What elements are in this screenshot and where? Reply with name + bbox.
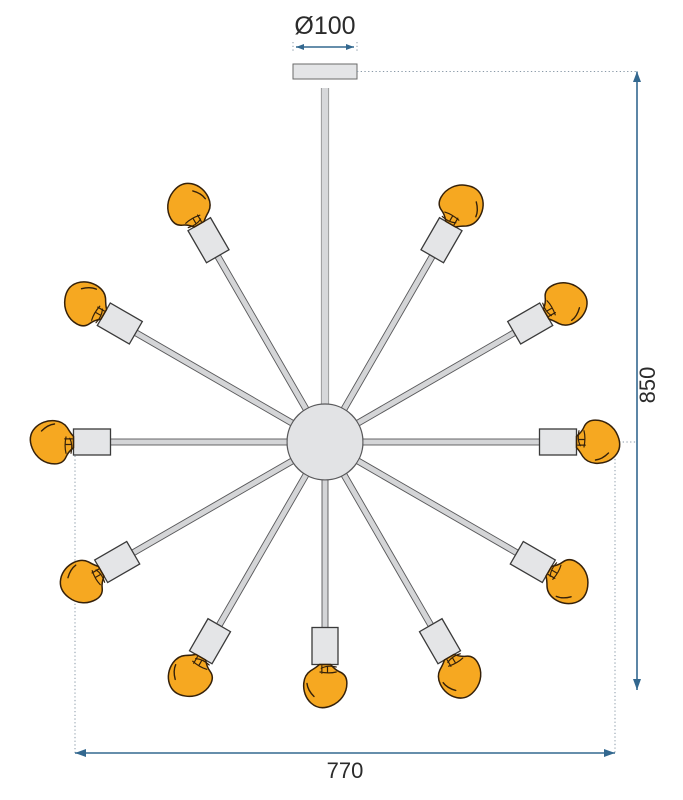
svg-text:850: 850 [635,367,660,404]
svg-text:770: 770 [327,758,364,783]
svg-text:Ø100: Ø100 [294,12,355,40]
